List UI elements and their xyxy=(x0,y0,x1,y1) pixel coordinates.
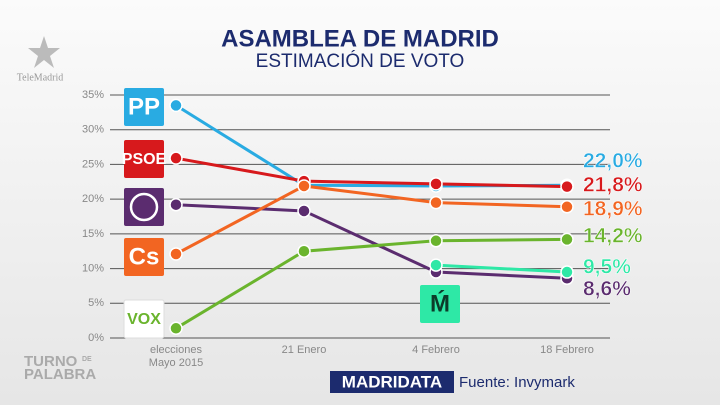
y-tick-label: 5% xyxy=(88,297,104,309)
y-tick-label: 35% xyxy=(82,89,104,101)
chart-subtitle: ESTIMACIÓN DE VOTO xyxy=(256,50,465,72)
data-point xyxy=(297,204,311,218)
legend-logo xyxy=(420,285,460,323)
value-label: 21,8% xyxy=(583,174,643,197)
data-point xyxy=(169,321,183,336)
legend-logo xyxy=(124,140,164,178)
data-point xyxy=(560,179,574,194)
data-point xyxy=(169,98,183,113)
data-point xyxy=(297,244,311,258)
legend-label: Cs xyxy=(129,243,160,270)
legend-logo xyxy=(123,299,165,339)
y-tick-label: 20% xyxy=(82,193,104,205)
data-point xyxy=(429,234,443,248)
series-line xyxy=(175,156,568,189)
series-line xyxy=(435,263,568,274)
legend-label: VOX xyxy=(127,311,161,328)
program-logo: DE xyxy=(82,356,92,363)
x-tick-label: elecciones Mayo 2015 xyxy=(149,344,203,369)
series-line xyxy=(175,237,568,330)
data-point xyxy=(169,247,183,261)
legend-logo xyxy=(124,238,164,276)
channel-icon xyxy=(28,36,60,68)
y-tick-label: 25% xyxy=(82,158,104,170)
x-tick-label: 21 Enero xyxy=(282,344,327,356)
program-logo: TURNO xyxy=(24,353,78,370)
value-label: 8,6% xyxy=(583,278,631,301)
data-point xyxy=(560,200,574,214)
legend-label: Ḿ xyxy=(430,289,450,317)
chart-title: ASAMBLEA DE MADRID xyxy=(221,25,499,52)
data-point xyxy=(297,179,311,193)
legend-logo-ring xyxy=(129,192,159,222)
series-line xyxy=(175,184,568,256)
data-point xyxy=(560,232,574,247)
value-label: 22,0% xyxy=(583,150,643,173)
brand-box xyxy=(330,371,454,393)
x-tick-label: 18 Febrero xyxy=(540,344,594,356)
legend-label: PSOE xyxy=(122,151,167,168)
legend-label: PP xyxy=(128,93,160,120)
x-tick-label: 4 Febrero xyxy=(412,344,460,356)
source: Fuente: Invymark xyxy=(459,374,575,391)
channel-name: TeleMadrid xyxy=(17,72,64,83)
y-tick-label: 10% xyxy=(82,262,104,274)
legend-logo xyxy=(124,88,164,126)
data-point xyxy=(429,177,443,191)
y-tick-label: 30% xyxy=(82,124,104,136)
value-label: 14,2% xyxy=(583,225,643,248)
brand: MADRIDATA xyxy=(342,372,442,391)
data-point xyxy=(169,151,183,165)
data-point xyxy=(169,197,183,212)
y-tick-label: 0% xyxy=(88,332,104,344)
program-logo: PALABRA xyxy=(24,366,96,383)
data-point xyxy=(429,195,443,210)
value-label: 18,9% xyxy=(583,198,643,221)
series-line xyxy=(175,203,568,280)
value-label: 9,5% xyxy=(583,256,631,279)
data-point xyxy=(429,258,443,272)
y-tick-label: 15% xyxy=(82,228,104,240)
data-point xyxy=(560,265,574,279)
